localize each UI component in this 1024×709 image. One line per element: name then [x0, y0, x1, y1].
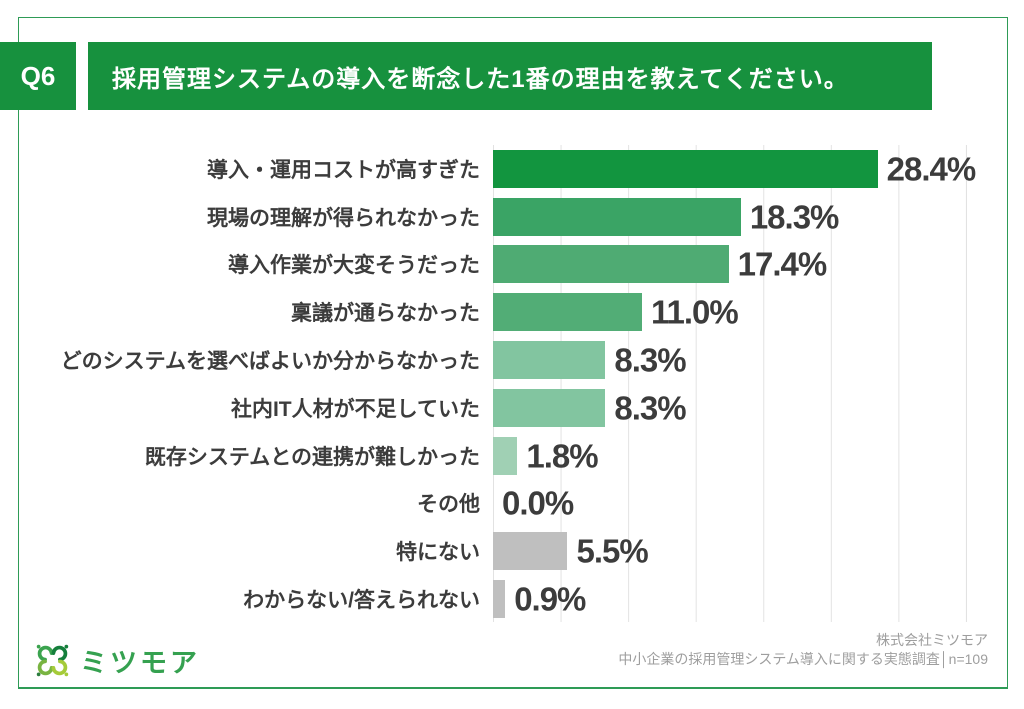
category-label: 現場の理解が得られなかった [207, 206, 480, 230]
chart-row: どのシステムを選べばよいか分からなかった 8.3% [18, 336, 968, 384]
value-label: 5.5% [576, 532, 648, 570]
value-label: 0.0% [502, 484, 574, 522]
bar-track: 28.4% [493, 149, 976, 188]
chart-row: 社内IT人材が不足していた 8.3% [18, 384, 968, 432]
question-number-label: Q6 [20, 60, 56, 91]
category-label: その他 [417, 493, 480, 517]
chart-row: 特にない 5.5% [18, 527, 968, 575]
value-label: 28.4% [886, 150, 977, 188]
chart-row: 稟議が通らなかった 11.0% [18, 288, 968, 336]
bar [493, 197, 741, 236]
category-label: 稟議が通らなかった [291, 302, 480, 326]
chart-row: 導入作業が大変そうだった 17.4% [18, 241, 968, 289]
bar-track: 8.3% [493, 388, 967, 427]
mitsumoa-logo-text: ミツモア [80, 648, 200, 678]
source-company: 株式会社ミツモア [876, 632, 988, 648]
bar [493, 341, 606, 380]
bar [493, 245, 729, 284]
value-label: 11.0% [650, 293, 739, 331]
bar-track: 0.9% [493, 580, 967, 619]
category-label: 導入・運用コストが高すぎた [207, 158, 480, 182]
chart-row: 現場の理解が得られなかった 18.3% [18, 193, 968, 241]
mitsumoa-logo-icon [36, 644, 69, 677]
bar-track: 18.3% [493, 197, 967, 236]
source-survey: 中小企業の採用管理システム導入に関する実態調査│n=109 [618, 651, 988, 667]
value-label: 18.3% [749, 198, 840, 236]
bar [493, 580, 506, 619]
category-label: 既存システムとの連携が難しかった [144, 445, 480, 469]
question-title-banner: 採用管理システムの導入を断念した1番の理由を教えてください。 [88, 42, 932, 110]
bar-chart: 導入・運用コストが高すぎた 28.4% 現場の理解が得られなかった 18.3% 導入作業… [18, 145, 976, 623]
category-label: 導入作業が大変そうだった [228, 254, 480, 278]
bar-track: 17.4% [493, 245, 967, 284]
chart-row: その他 0.0% [18, 480, 968, 528]
value-label: 17.4% [737, 245, 828, 283]
bar-track: 0.0% [493, 484, 967, 522]
category-label: どのシステムを選べばよいか分からなかった [60, 350, 480, 374]
chart-row: 既存システムとの連携が難しかった 1.8% [18, 432, 968, 480]
value-label: 1.8% [526, 437, 598, 475]
bar [493, 149, 878, 188]
mitsumoa-logo: ミツモア [34, 641, 200, 680]
question-title: 採用管理システムの導入を断念した1番の理由を教えてください。 [112, 65, 849, 93]
chart-rows: 導入・運用コストが高すぎた 28.4% 現場の理解が得られなかった 18.3% 導入作業… [18, 145, 976, 623]
category-label: わからない/答えられない [243, 589, 480, 613]
value-label: 8.3% [614, 341, 686, 379]
value-label: 0.9% [514, 580, 586, 618]
question-number-badge: Q6 [0, 42, 76, 110]
category-label: 社内IT人材が不足していた [230, 397, 480, 421]
source-attribution: 株式会社ミツモア 中小企業の採用管理システム導入に関する実態調査│n=109 [618, 631, 988, 669]
bar [493, 388, 606, 427]
value-label: 8.3% [614, 389, 686, 427]
chart-row: 導入・運用コストが高すぎた 28.4% [18, 145, 976, 193]
chart-row: わからない/答えられない 0.9% [18, 575, 968, 623]
bar-track: 8.3% [493, 341, 967, 380]
bar-track: 1.8% [493, 436, 967, 475]
bar [493, 532, 568, 571]
category-label: 特にない [396, 541, 480, 565]
bar-track: 11.0% [493, 293, 967, 332]
bar [493, 436, 518, 475]
bar [493, 293, 642, 332]
bar-track: 5.5% [493, 532, 967, 571]
